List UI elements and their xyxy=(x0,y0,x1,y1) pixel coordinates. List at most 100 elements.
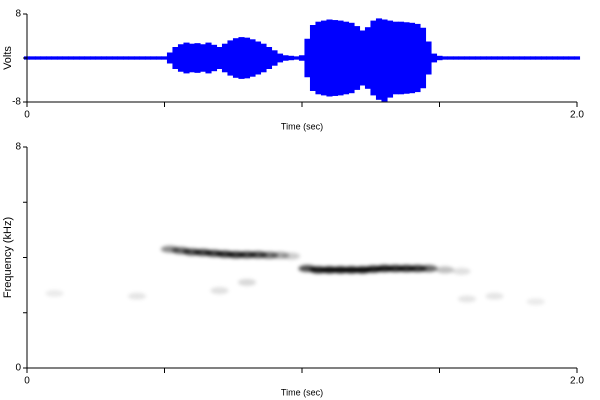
wave-segment xyxy=(375,18,383,100)
wave-segment xyxy=(535,56,542,60)
wave-segment xyxy=(56,56,64,60)
y-axis-label: Volts xyxy=(2,46,14,70)
wave-segment xyxy=(353,26,361,90)
wave-segment xyxy=(73,56,80,60)
wave-segment xyxy=(573,56,581,60)
wave-segment xyxy=(293,56,300,60)
wave-segment xyxy=(51,56,58,60)
wave-segment xyxy=(309,25,317,91)
wave-segment xyxy=(188,43,196,73)
wave-segment xyxy=(287,55,295,61)
wave-segment xyxy=(463,56,471,60)
energy-blob xyxy=(526,298,545,306)
wave-segment xyxy=(194,43,201,73)
wave-segment xyxy=(128,56,135,60)
energy-blob xyxy=(45,289,64,297)
x-tick-label: 2.0 xyxy=(570,110,584,121)
wave-segment xyxy=(84,56,91,60)
wave-segment xyxy=(276,53,284,63)
wave-segment xyxy=(502,56,509,60)
wave-segment xyxy=(315,21,322,95)
wave-segment xyxy=(34,56,42,60)
wave-segment xyxy=(95,56,102,60)
x-axis-label: Time (sec) xyxy=(281,387,323,397)
energy-blob xyxy=(210,287,229,295)
wave-segment xyxy=(392,21,399,95)
energy-blob xyxy=(128,292,146,300)
wave-segment xyxy=(45,56,53,60)
wave-segment xyxy=(304,38,311,78)
wave-segment xyxy=(320,20,328,96)
y-tick-label: 8 xyxy=(15,142,21,153)
wave-segment xyxy=(430,53,438,63)
wave-segment xyxy=(271,50,278,66)
wave-segment xyxy=(370,20,377,96)
wave-segment xyxy=(62,56,69,60)
wave-segment xyxy=(210,44,218,72)
energy-blob xyxy=(436,266,454,274)
wave-segment xyxy=(364,27,372,89)
wave-segment xyxy=(540,56,548,60)
wave-segment xyxy=(524,56,531,60)
wave-segment xyxy=(408,22,416,94)
wave-segment xyxy=(78,56,86,60)
wave-segment xyxy=(507,56,515,60)
wave-segment xyxy=(199,44,207,72)
y-tick-label: 8 xyxy=(15,9,21,20)
wave-segment xyxy=(518,56,526,60)
wave-segment xyxy=(562,56,570,60)
wave-segment xyxy=(452,56,460,60)
wave-segment xyxy=(348,22,355,94)
wave-segment xyxy=(529,56,537,60)
wave-segment xyxy=(458,56,465,60)
y-axis-label: Frequency (kHz) xyxy=(2,217,14,298)
wave-segment xyxy=(425,41,432,75)
wave-segment xyxy=(177,44,185,72)
wave-segment xyxy=(326,19,333,97)
wave-segment xyxy=(568,56,575,60)
wave-segment xyxy=(474,56,482,60)
wave-segment xyxy=(381,19,388,102)
x-tick-label: 0 xyxy=(24,110,30,121)
wave-segment xyxy=(249,39,256,77)
wave-segment xyxy=(441,56,449,60)
wave-segment xyxy=(491,56,498,60)
wave-segment xyxy=(122,56,130,60)
wave-segment xyxy=(155,56,163,60)
wave-segment xyxy=(144,56,152,60)
wave-segment xyxy=(359,30,366,86)
wave-segment xyxy=(447,56,454,60)
energy-blob xyxy=(458,295,476,303)
wave-segment xyxy=(67,56,75,60)
wave-segment xyxy=(480,56,487,60)
wave-segment xyxy=(342,21,350,95)
wave-segment xyxy=(298,55,306,61)
wave-segment xyxy=(139,56,146,60)
x-axis-label: Time (sec) xyxy=(281,121,323,131)
wave-segment xyxy=(166,52,174,64)
energy-blob xyxy=(238,278,256,286)
wave-segment xyxy=(216,47,223,69)
spectrogram-energy xyxy=(45,245,545,306)
wave-segment xyxy=(100,56,108,60)
wave-segment xyxy=(551,56,559,60)
wave-segment xyxy=(485,56,493,60)
wave-segment xyxy=(265,47,273,69)
energy-blob xyxy=(452,267,471,275)
wave-segment xyxy=(496,56,504,60)
wave-segment xyxy=(133,56,141,60)
y-tick-label: -8 xyxy=(12,97,21,108)
wave-segment xyxy=(260,43,267,73)
wave-segment xyxy=(414,23,421,93)
wave-segment xyxy=(227,40,234,76)
energy-blob xyxy=(419,265,438,273)
x-tick-label: 0 xyxy=(24,376,30,387)
wave-segment xyxy=(331,20,339,96)
wave-segment xyxy=(172,47,179,69)
wave-segment xyxy=(397,21,405,95)
wave-segment xyxy=(419,27,427,89)
wave-segment xyxy=(29,56,36,60)
wave-segment xyxy=(40,56,47,60)
wave-segment xyxy=(513,56,520,60)
